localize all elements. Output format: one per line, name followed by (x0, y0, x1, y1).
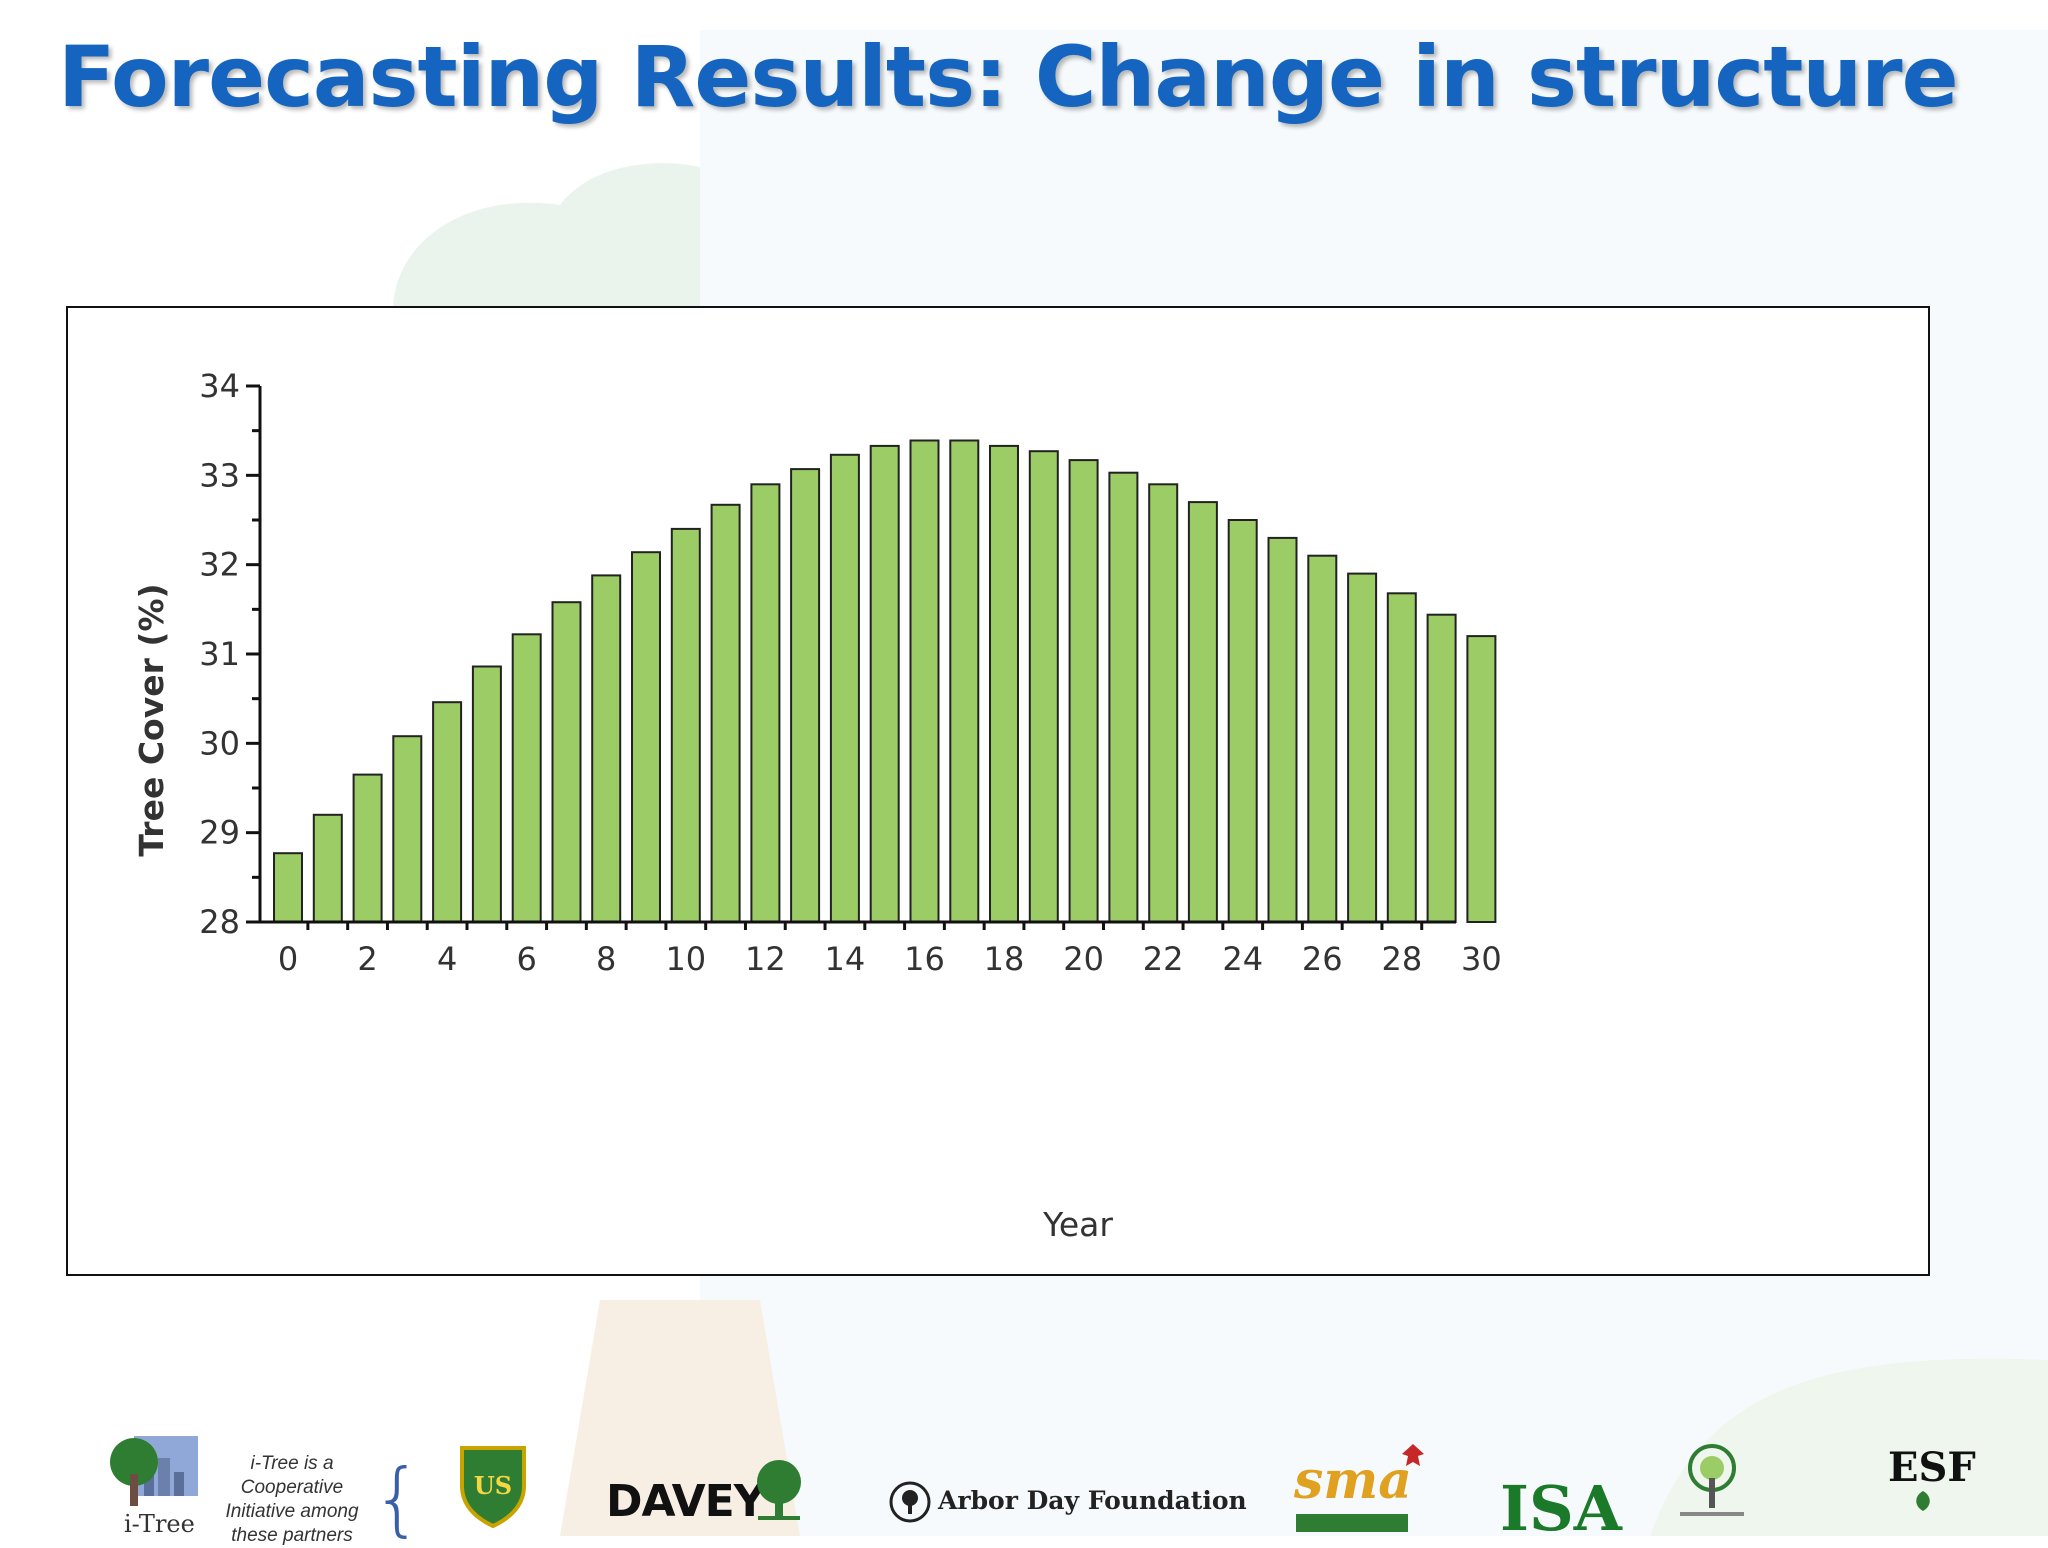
y-tick-label: 29 (199, 814, 240, 852)
arbor-day-seal-icon (889, 1481, 931, 1523)
davey-tree-icon (757, 1460, 801, 1520)
y-tick-label: 31 (199, 635, 240, 673)
svg-text:US: US (474, 1471, 512, 1500)
bar-year-20 (1068, 459, 1099, 923)
slide-title: Forecasting Results: Change in structure (58, 28, 1959, 126)
x-tick-label: 20 (1063, 940, 1104, 978)
bar-year-6 (511, 633, 542, 923)
bar-year-28 (1386, 592, 1417, 923)
x-tick-label: 28 (1381, 940, 1422, 978)
bar-year-7 (551, 601, 582, 923)
bar-year-16 (909, 439, 940, 923)
bar-year-21 (1108, 471, 1139, 923)
bar-year-12 (750, 483, 781, 924)
bar-year-4 (432, 701, 463, 924)
x-tick-label: 16 (904, 940, 945, 978)
x-tick-label: 6 (517, 940, 537, 978)
bar-year-22 (1148, 483, 1179, 924)
bar-year-19 (1028, 450, 1059, 923)
bar-year-30 (1466, 635, 1497, 923)
bar-year-13 (790, 468, 821, 923)
casey-trees-icon (1680, 1444, 1744, 1516)
cooperative-text: i-Tree is a Cooperative Initiative among… (225, 1453, 359, 1546)
sma-leaf-icon (1402, 1444, 1424, 1466)
bar-year-2 (352, 773, 383, 923)
x-tick-label: 30 (1461, 940, 1502, 978)
itree-label: i-Tree (124, 1510, 195, 1538)
bar-year-11 (710, 503, 741, 924)
y-tick-label: 30 (199, 724, 240, 762)
bar-year-18 (989, 444, 1019, 923)
bar-year-24 (1227, 519, 1258, 923)
partner-esf: ESF (1888, 1444, 1976, 1491)
forest-service-shield-icon: US (460, 1446, 526, 1528)
y-tick-label: 33 (199, 456, 240, 494)
partner-davey: DAVEY (606, 1476, 766, 1527)
x-tick-label: 10 (665, 940, 706, 978)
y-axis: 28 29 30 31 32 33 34 (199, 367, 262, 941)
bar-year-5 (471, 665, 502, 923)
partner-footer: i-Tree i-Tree is a Cooperative Initiativ… (0, 1430, 2048, 1546)
x-axis: 0 2 4 6 8 10 12 14 16 18 20 22 24 26 28 30 (260, 920, 1502, 978)
bar-year-29 (1426, 613, 1457, 923)
bar-year-23 (1187, 501, 1218, 923)
x-tick-label: 22 (1143, 940, 1184, 978)
x-tick-label: 12 (745, 940, 786, 978)
x-tick-label: 0 (278, 940, 298, 978)
sma-banner (1296, 1514, 1408, 1532)
bar-year-25 (1267, 536, 1298, 923)
itree-logo-icon (110, 1436, 198, 1506)
bar-year-9 (631, 551, 661, 923)
partner-arbor-day: Arbor Day Foundation (938, 1486, 1247, 1515)
bar-year-14 (829, 453, 860, 924)
bar-year-17 (949, 439, 980, 923)
x-axis-label: Year (1042, 1205, 1113, 1244)
brace-icon: { (372, 1452, 423, 1545)
x-tick-label: 2 (357, 940, 377, 978)
bar-year-26 (1307, 554, 1338, 923)
x-tick-label: 14 (825, 940, 866, 978)
y-axis-label: Tree Cover (%) (132, 583, 171, 856)
bar-year-27 (1347, 572, 1378, 923)
bar-year-3 (392, 735, 423, 924)
y-tick-label: 34 (199, 367, 240, 405)
x-tick-label: 24 (1222, 940, 1263, 978)
bars-group (273, 439, 1497, 924)
x-tick-label: 18 (984, 940, 1025, 978)
bar-year-8 (591, 574, 622, 923)
chart-frame: 28 29 30 31 32 33 34 0 2 4 6 8 10 12 14 16 18 20 22 24 26 28… (66, 306, 1930, 1276)
partner-isa: ISA (1500, 1472, 1622, 1545)
x-tick-label: 26 (1302, 940, 1343, 978)
y-tick-label: 28 (199, 903, 240, 941)
bar-year-1 (312, 813, 343, 923)
esf-leaf-icon (1916, 1491, 1930, 1511)
bar-year-10 (670, 527, 701, 923)
x-tick-label: 8 (596, 940, 616, 978)
y-tick-label: 32 (199, 546, 240, 584)
bar-year-15 (869, 444, 900, 923)
bar-year-0 (273, 852, 303, 924)
partner-sma: sma (1294, 1450, 1412, 1511)
x-tick-label: 4 (437, 940, 457, 978)
